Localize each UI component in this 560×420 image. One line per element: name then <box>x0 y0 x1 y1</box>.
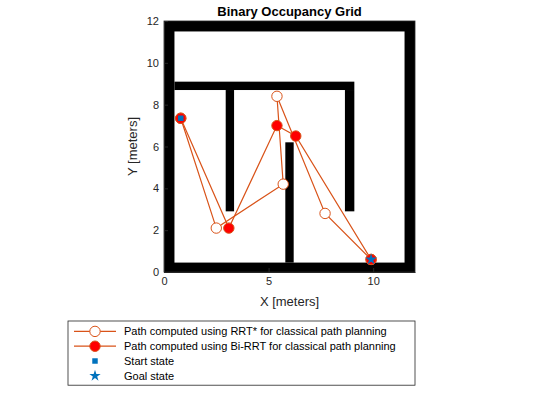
tick-label: 0 <box>161 275 167 287</box>
marker <box>176 113 186 123</box>
marker <box>211 223 221 233</box>
tick: 2 <box>153 224 168 236</box>
obstacle <box>164 21 415 31</box>
marker <box>178 116 183 121</box>
marker <box>366 254 376 264</box>
tick-mark <box>373 268 374 272</box>
tick: 8 <box>153 99 168 111</box>
tick-mark <box>164 272 168 273</box>
tick: 4 <box>153 182 168 194</box>
obstacle <box>345 90 354 211</box>
marker <box>365 253 376 264</box>
tick-mark <box>164 230 168 231</box>
y-axis: 0 2 4 6 8 10 12 <box>147 15 168 278</box>
title: Binary Occupancy Grid <box>217 4 362 19</box>
tick: 6 <box>153 141 168 153</box>
y-axis-title: Y [meters] <box>125 117 140 176</box>
tick-label: 0 <box>153 266 159 278</box>
legend: Path computed using RRT* for classical p… <box>68 321 415 385</box>
tick-label: 10 <box>147 57 159 69</box>
tick-label: 8 <box>153 99 159 111</box>
obstacle <box>285 142 293 262</box>
tick-label: 12 <box>147 15 159 27</box>
tick-mark <box>164 147 168 148</box>
marker <box>278 179 288 189</box>
series <box>176 91 377 265</box>
marker <box>272 120 282 130</box>
legend-label: Path computed using Bi-RRT for classical… <box>124 340 396 352</box>
obstacle <box>164 263 415 272</box>
obstacle <box>174 82 354 90</box>
tick-label: 2 <box>153 224 159 236</box>
marker <box>366 254 376 264</box>
tick-label: 4 <box>153 182 159 194</box>
legend-symbol <box>90 341 100 351</box>
legend-symbol <box>92 358 97 363</box>
obstacle <box>164 21 174 272</box>
obstacle <box>226 90 234 211</box>
legend-box <box>68 321 415 385</box>
path-line <box>181 96 371 259</box>
marker <box>224 223 234 233</box>
x-axis: 0 5 10 <box>161 268 415 287</box>
chart: 0 5 10 0 2 4 6 8 10 12 Binary Occupancy Grid X [met… <box>0 0 560 420</box>
legend-symbol <box>89 370 100 381</box>
tick: 5 <box>266 268 272 287</box>
tick-label: 5 <box>266 275 272 287</box>
legend-label: Goal state <box>124 370 174 382</box>
legend-label: Path computed using RRT* for classical p… <box>124 325 387 337</box>
plot-frame <box>164 21 415 272</box>
series <box>365 253 376 264</box>
obstacle <box>405 21 415 272</box>
legend-symbol <box>90 326 100 336</box>
series <box>176 113 377 265</box>
marker <box>320 208 330 218</box>
plot-area <box>164 21 415 272</box>
marker <box>176 113 186 123</box>
tick: 10 <box>368 268 380 287</box>
x-axis-title: X [meters] <box>260 294 319 309</box>
marker <box>291 131 301 141</box>
series <box>178 116 183 121</box>
marker <box>272 91 282 101</box>
tick: 10 <box>147 57 168 69</box>
tick-label: 10 <box>368 275 380 287</box>
tick-mark <box>164 21 168 22</box>
tick-mark <box>164 63 168 64</box>
legend-label: Start state <box>124 355 174 367</box>
axis-line <box>165 272 416 273</box>
tick-mark <box>164 105 168 106</box>
tick-label: 6 <box>153 141 159 153</box>
tick-mark <box>164 188 168 189</box>
path-line <box>181 118 371 259</box>
plot-data <box>164 21 415 272</box>
tick-mark <box>269 268 270 272</box>
tick: 0 <box>153 266 168 278</box>
tick: 12 <box>147 15 168 27</box>
